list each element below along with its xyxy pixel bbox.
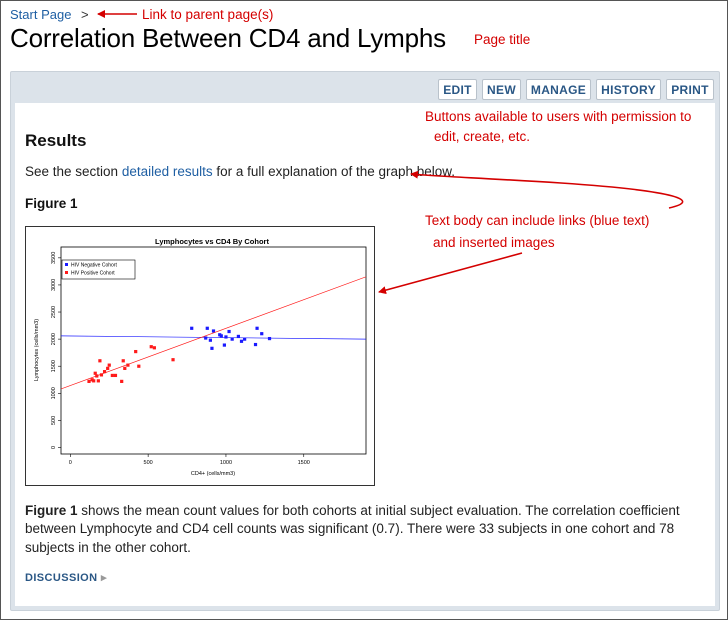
y-tick-label: 0 [51, 446, 57, 449]
point-positive [99, 373, 104, 377]
intro-paragraph: See the section detailed results for a f… [25, 164, 456, 179]
point-positive [107, 363, 111, 367]
point-positive [171, 358, 175, 362]
point-positive [87, 379, 91, 383]
x-axis-label: CD4+ (cells/mm3) [191, 471, 235, 477]
point-positive [121, 359, 125, 363]
point-negative [224, 335, 228, 339]
x-tick-label: 500 [144, 460, 153, 466]
point-positive [92, 379, 96, 383]
annotation-buttons-line2: edit, create, etc. [434, 129, 531, 144]
point-positive [149, 345, 153, 349]
chart-legend: HIV Negative Cohort HIV Positive Cohort [61, 259, 136, 280]
results-heading: Results [25, 131, 87, 150]
arrow-to-image [378, 252, 523, 295]
legend-item-positive: HIV Positive Cohort [71, 271, 115, 277]
discussion-link[interactable]: DISCUSSION ▸ [25, 572, 107, 584]
detailed-results-link[interactable]: detailed results [121, 164, 213, 179]
point-positive [120, 379, 124, 383]
point-positive [126, 363, 130, 367]
point-positive [113, 373, 118, 378]
y-tick-label: 2500 [51, 306, 57, 318]
scatter-chart: Lymphocytes vs CD4 By Cohort 0 500 1000 150… [34, 237, 367, 477]
y-tick-label: 2000 [51, 333, 57, 345]
chevron-right-icon: ▸ [100, 572, 107, 584]
point-positive [134, 349, 138, 354]
figure-label: Figure 1 [25, 196, 78, 211]
point-positive [102, 370, 107, 374]
point-negative [230, 337, 234, 341]
point-negative [205, 326, 209, 330]
y-tick-label: 500 [51, 416, 57, 425]
new-button[interactable]: NEW [482, 79, 521, 100]
point-negative [236, 334, 240, 339]
point-negative [267, 336, 272, 341]
point-negative [255, 326, 259, 330]
figure-image: Lymphocytes vs CD4 By Cohort 0 500 1000 150… [25, 226, 375, 486]
y-tick-label: 1500 [51, 360, 57, 372]
point-positive [96, 379, 100, 383]
y-axis-label: Lymphocytes (cells/mm3) [34, 319, 40, 381]
manage-button[interactable]: MANAGE [526, 79, 591, 100]
point-positive [98, 359, 102, 363]
point-negative [210, 346, 214, 350]
point-negative [190, 326, 194, 330]
annotation-parent-link: Link to parent page(s) [142, 7, 274, 22]
point-negative [208, 338, 212, 342]
point-positive [106, 366, 110, 370]
breadcrumb-start-page-link[interactable]: Start Page [10, 7, 72, 22]
history-button[interactable]: HISTORY [596, 79, 661, 100]
plot-frame [60, 246, 367, 455]
y-tick-label: 3500 [51, 252, 57, 264]
arrow-to-link [410, 170, 684, 209]
point-negative [219, 334, 223, 338]
annotation-page-title: Page title [474, 32, 531, 47]
annotation-buttons-line1: Buttons available to users with permissi… [425, 109, 692, 124]
point-negative [260, 332, 264, 336]
figure-caption: Figure 1 shows the mean count values for… [25, 503, 680, 555]
point-positive [137, 364, 141, 368]
point-positive [95, 374, 99, 378]
page-title: Correlation Between CD4 and Lymphs [10, 23, 446, 53]
point-positive [93, 371, 97, 375]
annotation-text-line2: and inserted images [433, 235, 555, 250]
point-negative [253, 342, 258, 347]
chart-title: Lymphocytes vs CD4 By Cohort [155, 237, 269, 246]
point-negative [243, 337, 247, 341]
breadcrumb-separator: > [81, 7, 89, 22]
point-positive [123, 366, 127, 370]
x-tick-label: 1500 [298, 460, 310, 466]
legend-item-negative: HIV Negative Cohort [71, 263, 117, 269]
point-negative [211, 329, 216, 333]
fit-line-positive [61, 276, 366, 390]
point-negative [204, 336, 208, 340]
y-tick-label: 1000 [51, 387, 57, 399]
annotation-text-line1: Text body can include links (blue text) [425, 213, 650, 228]
point-positive [110, 373, 114, 378]
edit-button[interactable]: EDIT [438, 79, 477, 100]
point-negative [227, 329, 231, 334]
point-negative [239, 339, 244, 343]
x-tick-label: 0 [69, 460, 72, 466]
point-negative [222, 343, 226, 347]
print-button[interactable]: PRINT [666, 79, 714, 100]
x-tick-label: 1000 [220, 460, 232, 466]
fit-line-negative [61, 335, 366, 340]
y-tick-label: 3000 [51, 279, 57, 291]
point-positive [152, 346, 156, 350]
